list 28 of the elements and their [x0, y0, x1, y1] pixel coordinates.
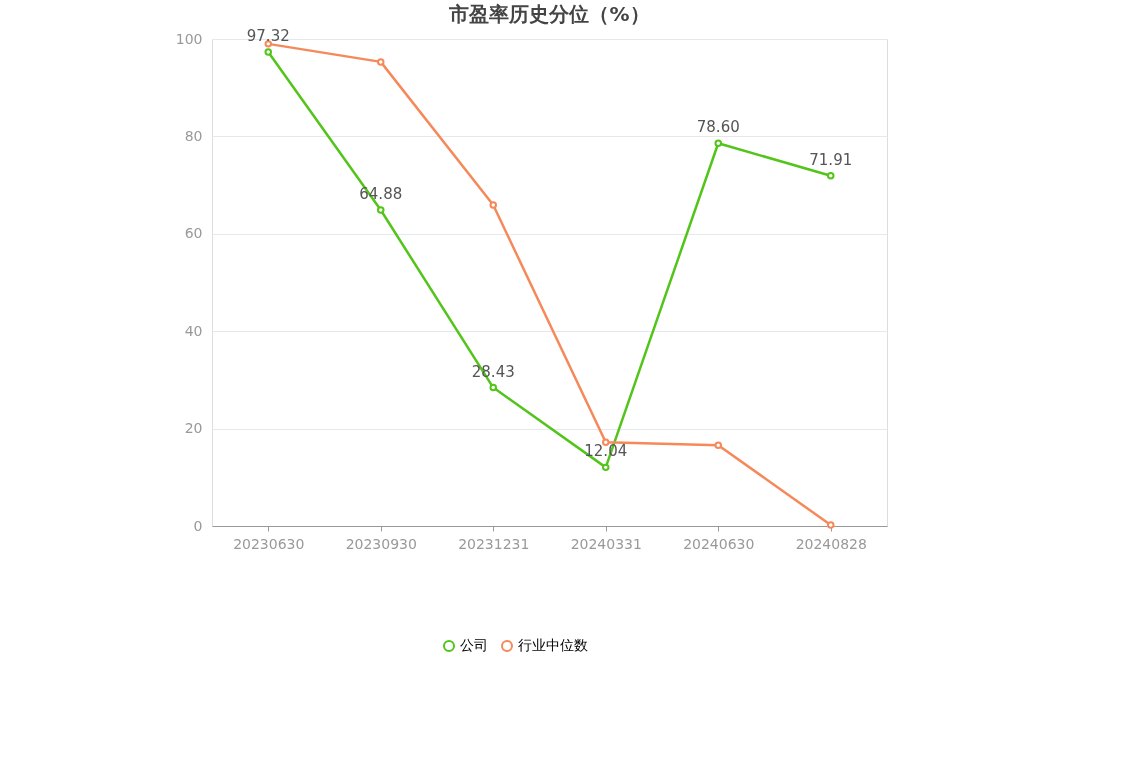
legend-label: 行业中位数 — [518, 637, 588, 653]
data-label: 71.91 — [809, 150, 853, 169]
data-label: 97.32 — [246, 27, 290, 46]
point — [827, 172, 835, 180]
x-tick-label: 20240331 — [570, 535, 642, 552]
x-tick-label: 20230930 — [345, 535, 417, 552]
y-tick-label: 60 — [184, 225, 203, 242]
point — [489, 201, 497, 209]
y-tick-label: 40 — [184, 322, 203, 339]
y-tick-label: 0 — [193, 517, 203, 534]
point — [264, 48, 272, 56]
chart-title: 市盈率历史分位（%） — [448, 2, 650, 27]
x-tick-label: 20240630 — [683, 535, 755, 552]
point — [377, 206, 385, 214]
point — [714, 139, 722, 147]
y-tick-label: 100 — [175, 30, 203, 47]
y-tick-label: 20 — [184, 420, 203, 437]
point — [602, 463, 610, 472]
point — [714, 441, 722, 449]
x-tick-label: 20230630 — [233, 535, 305, 552]
point — [489, 383, 497, 392]
point — [377, 58, 385, 66]
x-tick-label: 20240828 — [795, 535, 867, 552]
x-tick-label: 20231231 — [458, 535, 530, 552]
y-tick-label: 80 — [184, 127, 203, 144]
point — [827, 521, 835, 529]
data-label: 78.60 — [696, 118, 740, 137]
legend-label: 公司 — [460, 637, 488, 653]
